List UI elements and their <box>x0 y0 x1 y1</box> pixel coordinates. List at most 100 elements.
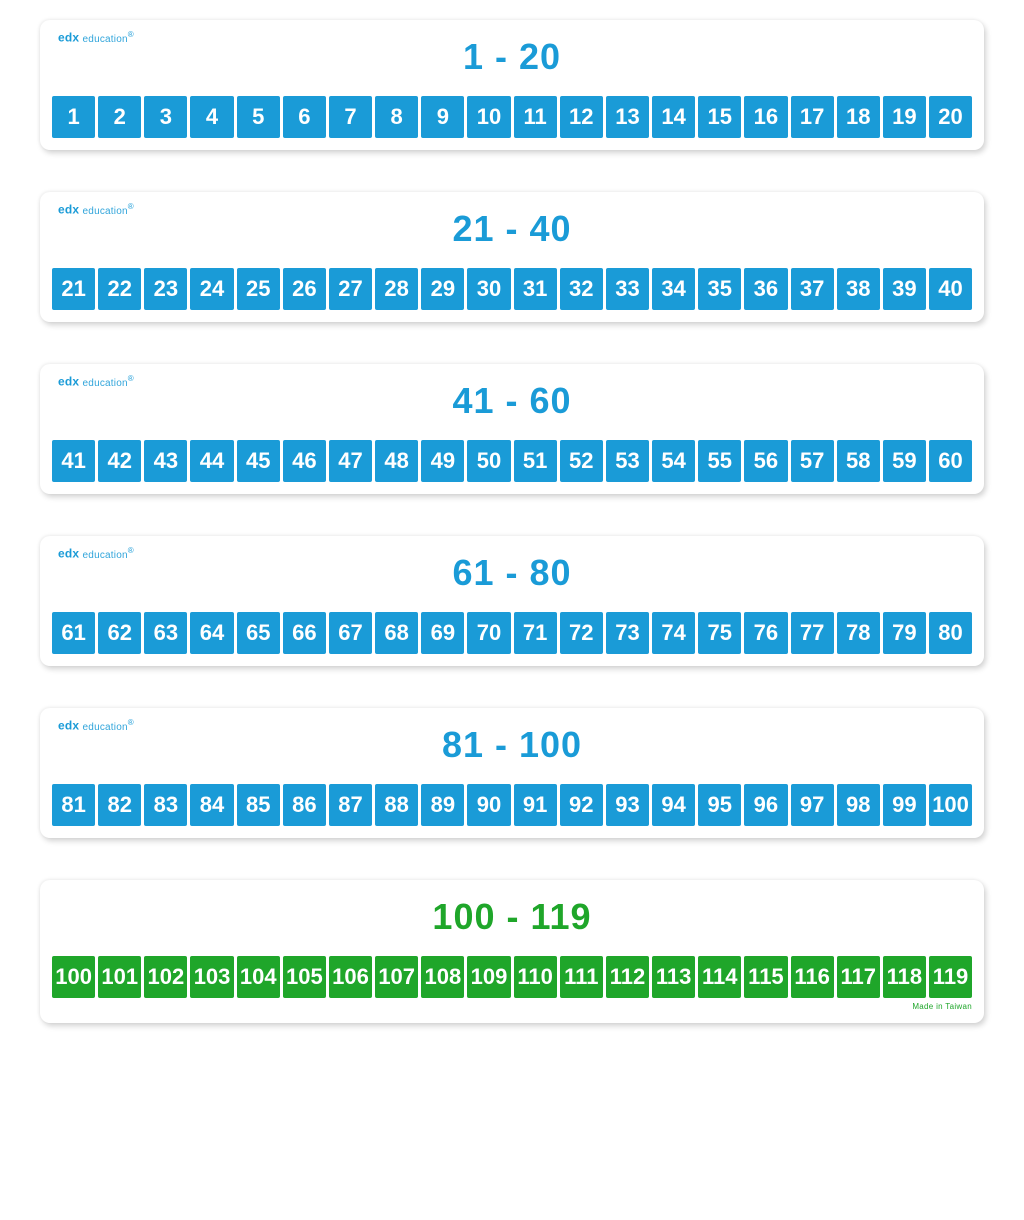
number-cell: 26 <box>283 268 326 310</box>
number-cell: 83 <box>144 784 187 826</box>
number-cell: 29 <box>421 268 464 310</box>
number-cell: 24 <box>190 268 233 310</box>
number-cell: 79 <box>883 612 926 654</box>
number-row: 1001011021031041051061071081091101111121… <box>52 956 972 998</box>
number-cell: 67 <box>329 612 372 654</box>
number-cell: 84 <box>190 784 233 826</box>
number-cell: 60 <box>929 440 972 482</box>
number-cell: 108 <box>421 956 464 998</box>
number-cell: 112 <box>606 956 649 998</box>
number-cell: 22 <box>98 268 141 310</box>
number-cell: 28 <box>375 268 418 310</box>
number-cell: 75 <box>698 612 741 654</box>
number-cell: 109 <box>467 956 510 998</box>
number-cell: 69 <box>421 612 464 654</box>
number-cell: 17 <box>791 96 834 138</box>
number-cell: 82 <box>98 784 141 826</box>
brand-reg: ® <box>128 202 134 211</box>
number-cell: 59 <box>883 440 926 482</box>
number-cell: 44 <box>190 440 233 482</box>
strip-title: 41 - 60 <box>52 380 972 422</box>
number-cell: 34 <box>652 268 695 310</box>
number-cell: 54 <box>652 440 695 482</box>
number-cell: 61 <box>52 612 95 654</box>
number-cell: 72 <box>560 612 603 654</box>
number-cell: 33 <box>606 268 649 310</box>
number-cell: 45 <box>237 440 280 482</box>
number-strip: edx education®1 - 2012345678910111213141… <box>40 20 984 150</box>
number-cell: 63 <box>144 612 187 654</box>
number-cell: 73 <box>606 612 649 654</box>
number-cell: 93 <box>606 784 649 826</box>
number-cell: 15 <box>698 96 741 138</box>
number-cell: 77 <box>791 612 834 654</box>
number-cell: 4 <box>190 96 233 138</box>
number-cell: 48 <box>375 440 418 482</box>
number-cell: 27 <box>329 268 372 310</box>
number-cell: 19 <box>883 96 926 138</box>
number-row: 1234567891011121314151617181920 <box>52 96 972 138</box>
number-cell: 5 <box>237 96 280 138</box>
strip-title: 81 - 100 <box>52 724 972 766</box>
brand-bold: edx <box>58 31 79 45</box>
brand-logo: edx education® <box>58 374 134 389</box>
brand-light: education <box>83 378 128 389</box>
number-cell: 8 <box>375 96 418 138</box>
brand-light: education <box>83 206 128 217</box>
number-cell: 70 <box>467 612 510 654</box>
number-cell: 91 <box>514 784 557 826</box>
number-cell: 68 <box>375 612 418 654</box>
number-cell: 118 <box>883 956 926 998</box>
brand-bold: edx <box>58 719 79 733</box>
footnote: Made in Taiwan <box>52 1002 972 1011</box>
number-cell: 80 <box>929 612 972 654</box>
number-cell: 37 <box>791 268 834 310</box>
number-cell: 47 <box>329 440 372 482</box>
brand-bold: edx <box>58 375 79 389</box>
number-cell: 43 <box>144 440 187 482</box>
number-cell: 86 <box>283 784 326 826</box>
number-strip: edx education®21 - 402122232425262728293… <box>40 192 984 322</box>
number-cell: 96 <box>744 784 787 826</box>
brand-reg: ® <box>128 374 134 383</box>
number-cell: 78 <box>837 612 880 654</box>
number-strip: edx education®61 - 806162636465666768697… <box>40 536 984 666</box>
number-cell: 95 <box>698 784 741 826</box>
number-cell: 25 <box>237 268 280 310</box>
number-cell: 100 <box>929 784 972 826</box>
number-row: 6162636465666768697071727374757677787980 <box>52 612 972 654</box>
number-cell: 30 <box>467 268 510 310</box>
number-cell: 39 <box>883 268 926 310</box>
number-cell: 114 <box>698 956 741 998</box>
number-cell: 21 <box>52 268 95 310</box>
number-cell: 119 <box>929 956 972 998</box>
number-cell: 110 <box>514 956 557 998</box>
number-strip: 100 - 119 1001011021031041051061071081091… <box>40 880 984 1023</box>
brand-light: education <box>83 34 128 45</box>
number-cell: 66 <box>283 612 326 654</box>
number-cell: 40 <box>929 268 972 310</box>
number-cell: 12 <box>560 96 603 138</box>
number-cell: 58 <box>837 440 880 482</box>
number-cell: 23 <box>144 268 187 310</box>
number-cell: 10 <box>467 96 510 138</box>
number-cell: 101 <box>98 956 141 998</box>
number-cell: 81 <box>52 784 95 826</box>
number-cell: 98 <box>837 784 880 826</box>
number-cell: 41 <box>52 440 95 482</box>
number-row: 4142434445464748495051525354555657585960 <box>52 440 972 482</box>
number-cell: 20 <box>929 96 972 138</box>
brand-reg: ® <box>128 546 134 555</box>
number-cell: 11 <box>514 96 557 138</box>
number-cell: 99 <box>883 784 926 826</box>
number-cell: 53 <box>606 440 649 482</box>
number-cell: 13 <box>606 96 649 138</box>
number-cell: 94 <box>652 784 695 826</box>
number-cell: 52 <box>560 440 603 482</box>
number-cell: 65 <box>237 612 280 654</box>
number-cell: 38 <box>837 268 880 310</box>
number-cell: 103 <box>190 956 233 998</box>
number-cell: 62 <box>98 612 141 654</box>
strip-title: 100 - 119 <box>52 896 972 938</box>
brand-light: education <box>83 722 128 733</box>
